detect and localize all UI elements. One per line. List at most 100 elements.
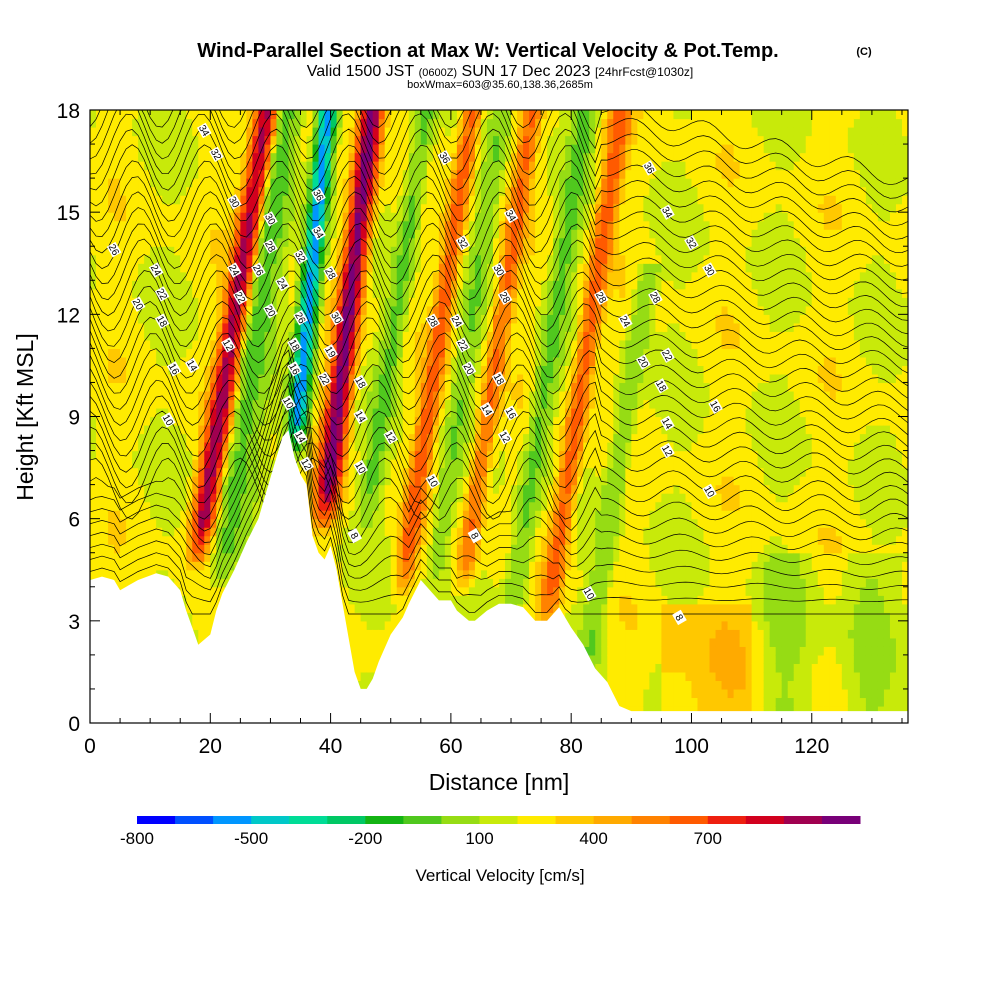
velocity-cell — [168, 195, 175, 205]
velocity-cell — [444, 425, 452, 435]
velocity-cell — [96, 527, 103, 537]
velocity-cell — [312, 178, 320, 188]
velocity-cell — [108, 186, 115, 196]
velocity-cell — [210, 527, 217, 537]
velocity-cell — [438, 407, 446, 418]
velocity-cell — [474, 144, 482, 154]
velocity-cell — [180, 246, 187, 256]
velocity-cell — [126, 288, 133, 298]
velocity-cell — [306, 433, 314, 443]
velocity-cell — [438, 254, 446, 264]
velocity-cell — [384, 620, 392, 630]
velocity-cell — [312, 527, 320, 537]
velocity-cell — [270, 297, 278, 307]
velocity-cell — [264, 288, 272, 298]
velocity-cell — [492, 118, 500, 128]
velocity-cell — [486, 450, 494, 460]
velocity-cell — [462, 416, 470, 426]
velocity-cell — [132, 467, 139, 477]
velocity-cell — [300, 263, 308, 273]
velocity-cell — [276, 110, 284, 120]
velocity-cell — [150, 322, 157, 332]
velocity-cell — [348, 501, 356, 511]
velocity-cell — [222, 527, 229, 537]
velocity-cell — [432, 305, 440, 315]
velocity-cell — [300, 271, 308, 281]
velocity-cell — [204, 254, 211, 264]
velocity-cell — [438, 586, 446, 596]
velocity-cell — [180, 169, 187, 179]
velocity-cell — [402, 390, 410, 401]
velocity-cell — [499, 578, 506, 588]
velocity-cell — [408, 552, 416, 562]
velocity-cell — [132, 288, 139, 298]
velocity-cell — [138, 288, 145, 298]
velocity-cell — [396, 195, 404, 205]
velocity-cell — [252, 220, 260, 230]
velocity-cell — [138, 535, 145, 545]
velocity-cell — [372, 518, 380, 528]
velocity-cell — [324, 390, 332, 401]
velocity-cell — [426, 178, 434, 188]
velocity-cell — [474, 288, 482, 298]
velocity-cell — [258, 280, 266, 290]
velocity-cell — [234, 407, 241, 418]
velocity-cell — [126, 152, 133, 162]
velocity-cell — [432, 161, 440, 171]
velocity-cell — [486, 203, 494, 213]
velocity-cell — [240, 263, 247, 273]
velocity-cell — [468, 246, 476, 256]
velocity-cell — [438, 305, 446, 315]
velocity-cell — [150, 425, 157, 435]
velocity-cell — [198, 203, 205, 213]
velocity-cell — [408, 425, 416, 435]
velocity-cell — [180, 314, 187, 324]
velocity-cell — [456, 144, 464, 154]
velocity-cell — [499, 144, 506, 154]
velocity-cell — [180, 407, 187, 418]
velocity-cell — [168, 246, 175, 256]
velocity-cell — [318, 271, 326, 281]
velocity-cell — [414, 467, 422, 477]
velocity-cell — [468, 195, 476, 205]
velocity-cell — [210, 339, 217, 349]
velocity-cell — [276, 152, 284, 162]
velocity-cell — [186, 339, 193, 349]
velocity-cell — [162, 161, 169, 171]
velocity-cell — [210, 288, 217, 298]
velocity-cell — [318, 254, 326, 264]
velocity-cell — [492, 578, 500, 588]
velocity-cell — [366, 637, 374, 647]
velocity-cell — [192, 620, 199, 630]
velocity-cell — [480, 399, 488, 409]
velocity-cell — [282, 314, 290, 324]
velocity-cell — [210, 254, 217, 264]
velocity-cell — [324, 433, 332, 443]
velocity-cell — [492, 110, 500, 120]
velocity-cell — [306, 399, 314, 409]
velocity-cell — [270, 203, 278, 213]
velocity-cell — [348, 595, 356, 605]
velocity-cell — [408, 288, 416, 298]
velocity-cell — [438, 314, 446, 324]
velocity-cell — [108, 407, 115, 418]
velocity-cell — [198, 212, 205, 222]
velocity-cell — [156, 552, 163, 562]
velocity-cell — [499, 110, 506, 120]
velocity-cell — [162, 169, 169, 179]
velocity-cell — [102, 229, 109, 239]
velocity-cell — [180, 110, 187, 120]
velocity-cell — [288, 254, 296, 264]
velocity-cell — [354, 144, 362, 154]
velocity-cell — [330, 407, 338, 418]
velocity-cell — [252, 271, 260, 281]
velocity-cell — [198, 484, 205, 494]
velocity-cell — [222, 356, 229, 367]
velocity-cell — [198, 586, 205, 596]
velocity-cell — [438, 416, 446, 426]
velocity-cell — [222, 161, 229, 171]
velocity-cell — [108, 110, 115, 120]
velocity-cell — [126, 518, 133, 528]
velocity-cell — [480, 356, 488, 367]
velocity-cell — [228, 288, 235, 298]
